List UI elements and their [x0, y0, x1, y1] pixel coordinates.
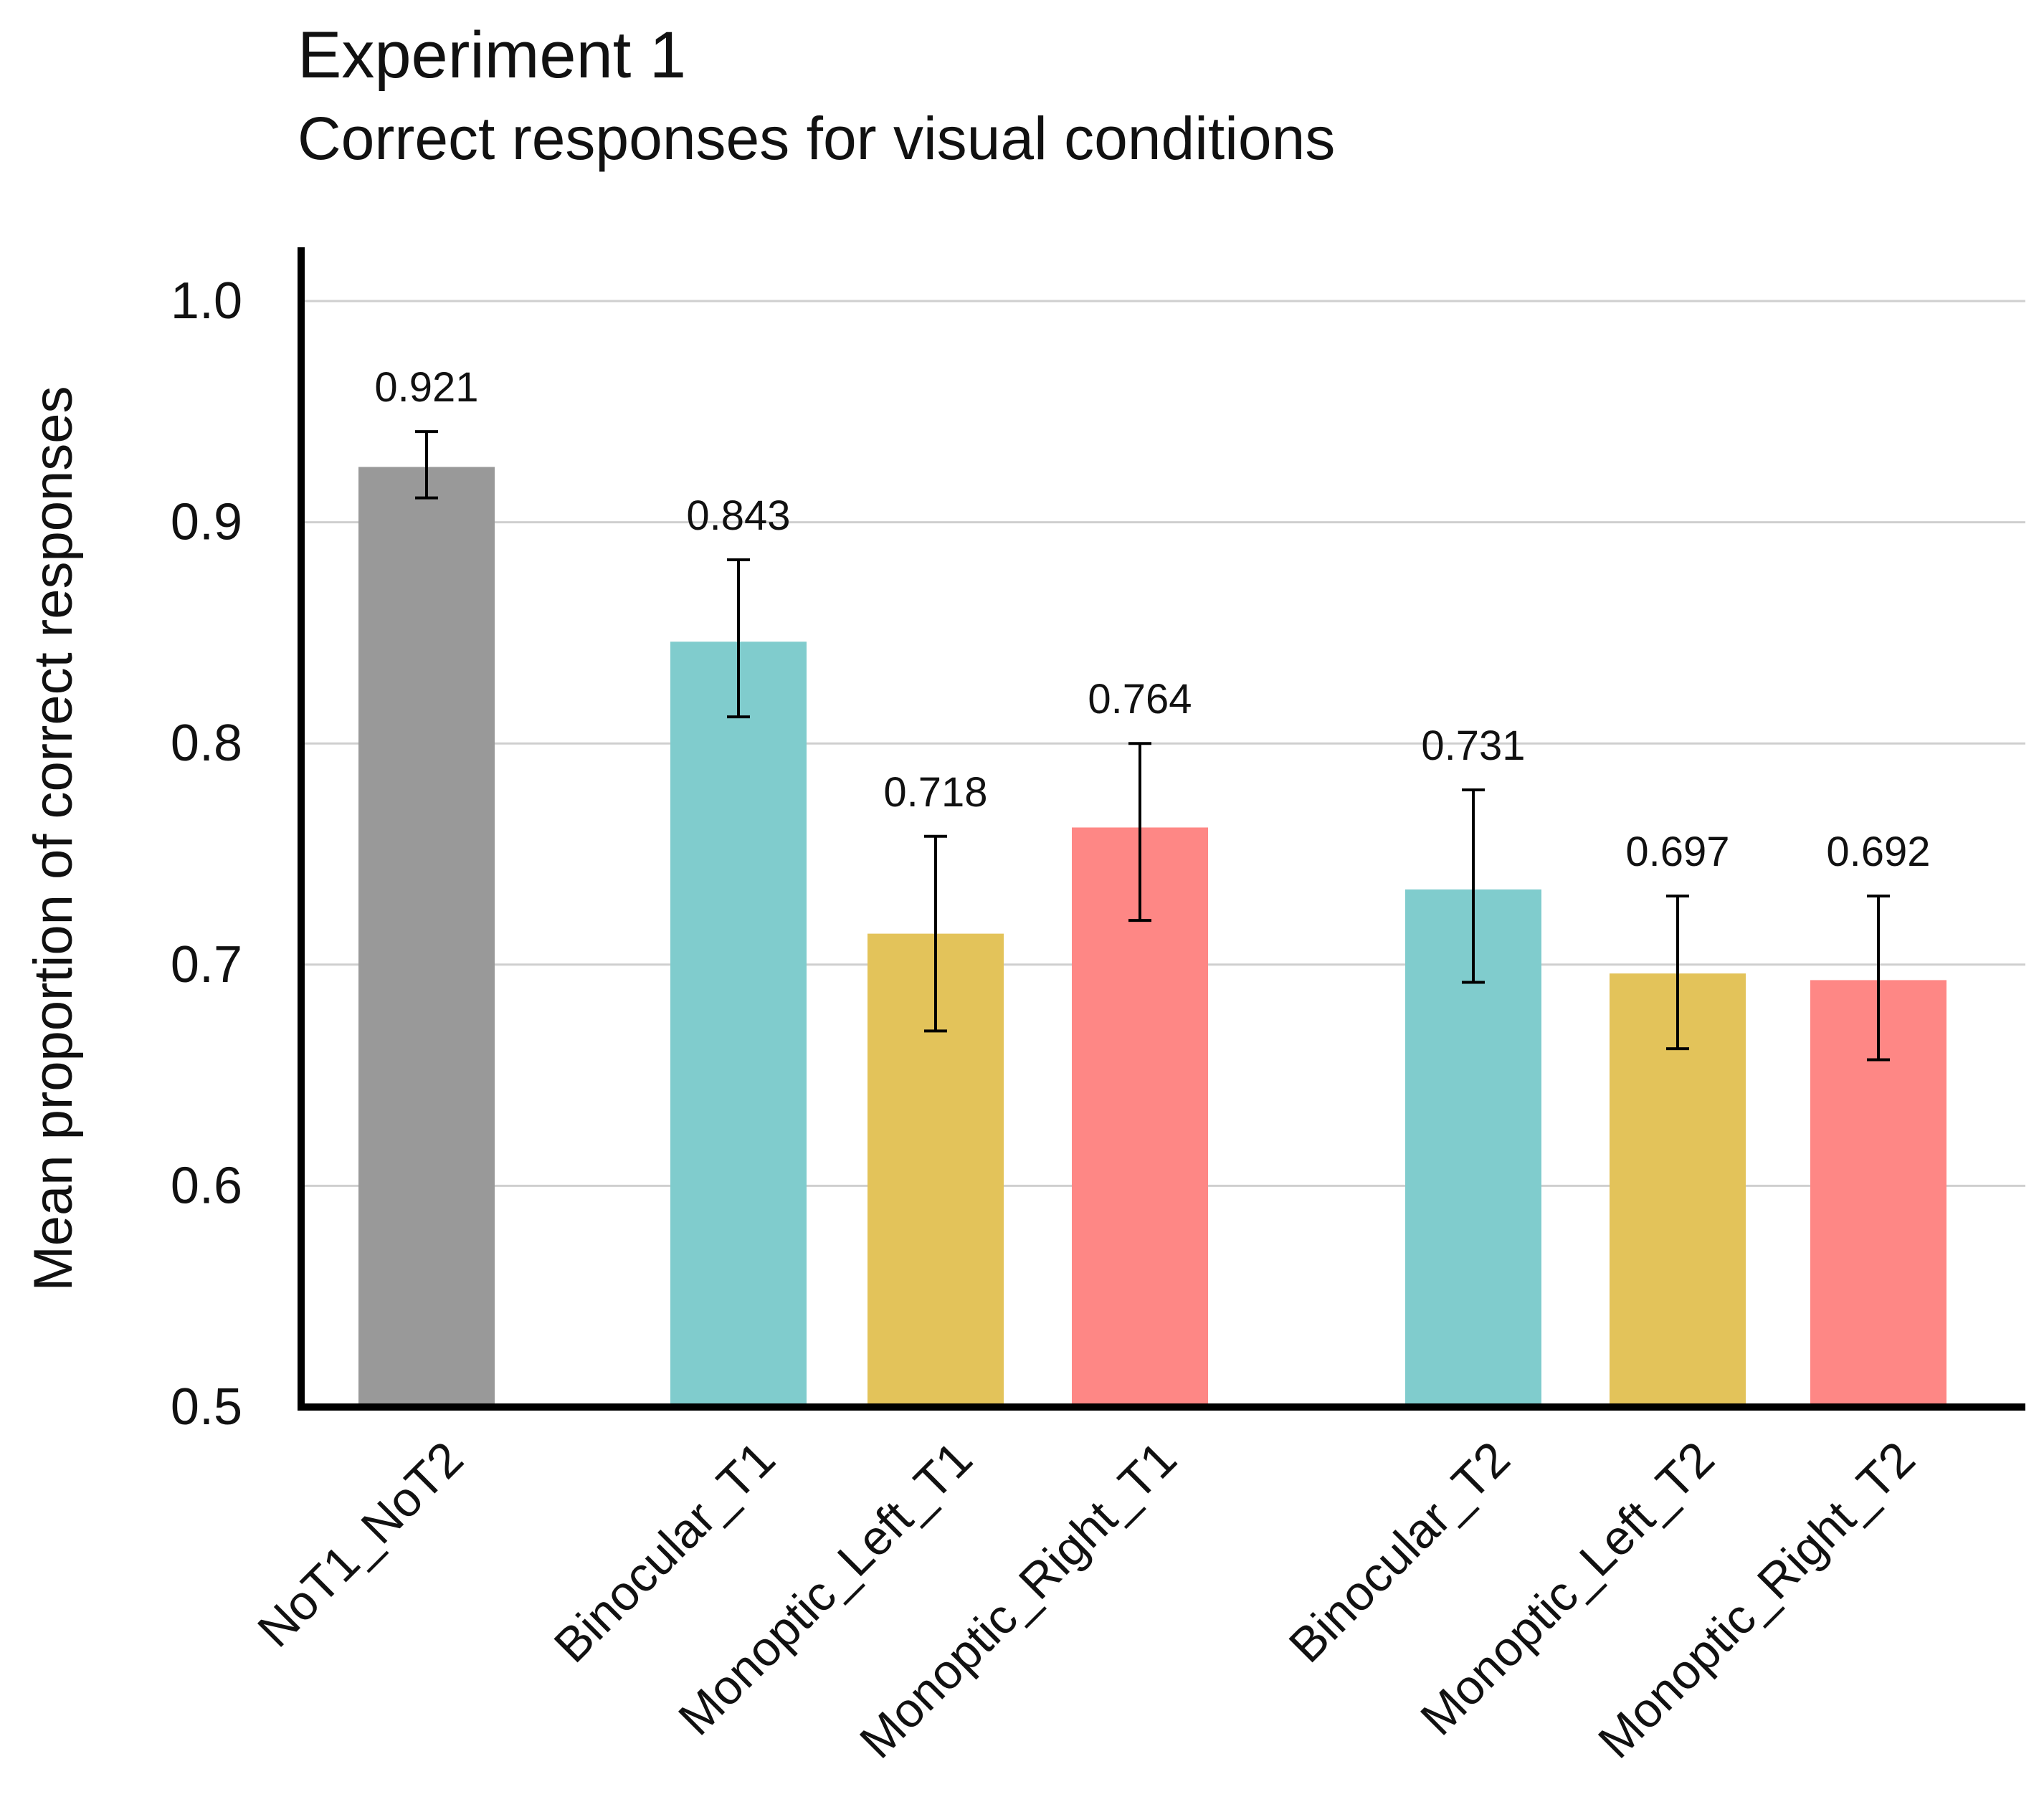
y-tick-labels: 0.5 0.6 0.7 0.8 0.9 1.0 [171, 272, 242, 1436]
error-bar [727, 558, 750, 719]
bar-monoptic-right-t1 [1072, 827, 1208, 1407]
chart-subtitle: Correct responses for visual conditions [298, 105, 1335, 172]
bar-not1-not2 [358, 467, 495, 1408]
value-label: 0.843 [686, 492, 790, 539]
value-label: 0.921 [374, 364, 478, 411]
error-bar [1666, 895, 1689, 1051]
value-label: 0.718 [883, 769, 987, 816]
error-bar [1462, 788, 1485, 984]
value-label: 0.731 [1421, 723, 1525, 769]
y-tick-label: 0.5 [171, 1378, 242, 1436]
value-label: 0.697 [1625, 829, 1729, 875]
error-bars [415, 430, 1890, 1062]
value-label: 0.764 [1088, 676, 1192, 723]
x-tick-label: NoT1_NoT2 [247, 1431, 474, 1658]
y-tick-label: 0.7 [171, 936, 242, 993]
value-labels: 0.921 0.843 0.718 0.764 0.731 0.697 0.692 [374, 364, 1930, 875]
y-axis-label: Mean proportion of correct responses [23, 386, 84, 1291]
value-label: 0.692 [1826, 829, 1930, 875]
error-bar [415, 430, 438, 500]
y-tick-label: 0.9 [171, 494, 242, 551]
error-bar [1867, 895, 1890, 1062]
bar-binocular-t1 [670, 642, 807, 1407]
error-bar [924, 834, 947, 1033]
y-tick-label: 0.8 [171, 715, 242, 772]
y-tick-label: 0.6 [171, 1157, 242, 1214]
x-tick-labels: NoT1_NoT2 Binocular_T1Monoptic_Left_T1Mon… [247, 1431, 1926, 1769]
y-tick-label: 1.0 [171, 272, 242, 330]
chart-title: Experiment 1 [298, 19, 686, 92]
error-bar [1128, 742, 1151, 922]
bars [358, 467, 1946, 1408]
